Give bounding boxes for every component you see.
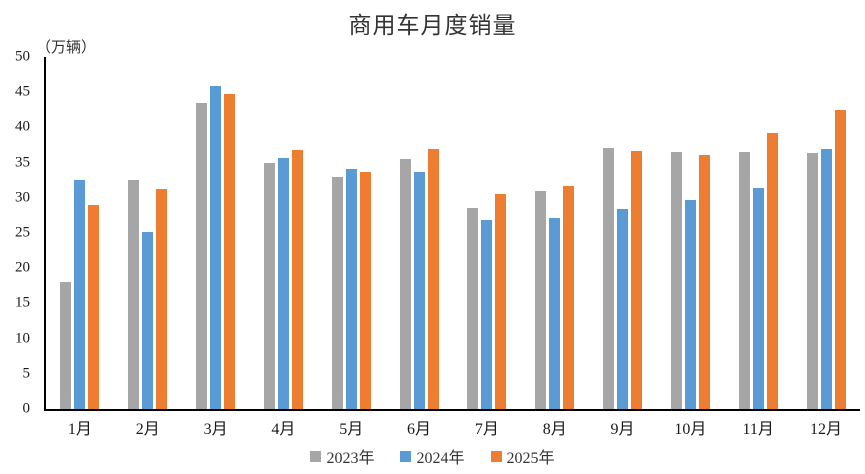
bar-2025年-6月 (427, 149, 439, 409)
bar-2025年-9月 (631, 150, 643, 409)
y-tick-label: 30 (15, 189, 30, 206)
bar-2024年-11月 (752, 187, 764, 409)
x-tick-label-12月: 12月 (810, 421, 843, 438)
x-tick-label-5月: 5月 (339, 421, 364, 438)
bar-group-4月 (249, 57, 317, 409)
legend-swatch-icon (400, 450, 412, 462)
plot-area (44, 57, 860, 411)
y-axis: 0 5 10 15 20 25 30 35 40 45 50 (0, 49, 36, 417)
bar-2023年-8月 (535, 190, 547, 409)
bar-group-10月 (656, 57, 724, 409)
bar-group-5月 (317, 57, 385, 409)
x-tick-label-4月: 4月 (271, 421, 296, 438)
bar-2023年-9月 (603, 147, 615, 409)
bar-2024年-6月 (413, 171, 425, 409)
x-axis: 1月 2月 3月 4月 5月 6月 7月 8月 9月 10月 11月 12月 (46, 415, 860, 438)
bar-2025年-12月 (834, 109, 846, 409)
bar-group-12月 (792, 57, 860, 409)
bar-2025年-4月 (291, 149, 303, 409)
bar-2025年-3月 (224, 94, 236, 409)
x-tick-label-3月: 3月 (203, 421, 228, 438)
bar-2024年-2月 (142, 232, 154, 409)
bar-group-11月 (724, 57, 792, 409)
bar-group-6月 (385, 57, 453, 409)
bar-2025年-8月 (563, 185, 575, 409)
bar-2023年-4月 (263, 163, 275, 409)
bar-2023年-12月 (806, 153, 818, 409)
bar-2024年-1月 (74, 180, 86, 409)
legend-swatch-icon (490, 450, 502, 462)
legend-item-2023年: 2023年 (310, 444, 374, 468)
bar-2024年-3月 (210, 85, 222, 409)
y-tick-label: 45 (15, 83, 30, 100)
legend-label: 2024年 (416, 450, 465, 467)
legend-label: 2023年 (326, 450, 375, 467)
bar-group-1月 (46, 57, 114, 409)
legend-label: 2025年 (506, 450, 555, 467)
legend: 2023年 2024年 2025年 (0, 444, 865, 468)
bar-2025年-7月 (495, 194, 507, 409)
y-tick-label: 5 (22, 365, 31, 382)
bar-2024年-12月 (820, 149, 832, 409)
bar-2023年-3月 (196, 102, 208, 409)
bar-2023年-1月 (60, 282, 72, 409)
y-axis-unit-label: （万辆） (36, 40, 97, 56)
bar-2024年-5月 (345, 168, 357, 409)
y-tick-label: 50 (15, 48, 30, 65)
bar-2025年-5月 (359, 172, 371, 409)
bar-2023年-7月 (467, 207, 479, 409)
x-tick-label-2月: 2月 (135, 421, 160, 438)
legend-swatch-icon (310, 450, 322, 462)
y-tick-label: 40 (15, 118, 30, 135)
bar-2025年-2月 (156, 188, 168, 409)
bar-2023年-6月 (399, 159, 411, 409)
bar-group-7月 (453, 57, 521, 409)
bar-2024年-10月 (684, 199, 696, 409)
bar-2023年-5月 (331, 176, 343, 409)
chart-title: 商用车月度销量 (348, 13, 517, 38)
bar-group-8月 (521, 57, 589, 409)
bar-2024年-9月 (617, 209, 629, 409)
bar-group-3月 (182, 57, 250, 409)
y-tick-label: 10 (15, 330, 30, 347)
bar-2024年-8月 (549, 217, 561, 409)
bar-2025年-11月 (766, 133, 778, 409)
x-tick-label-7月: 7月 (474, 421, 499, 438)
x-tick-label-11月: 11月 (742, 421, 774, 438)
x-tick-label-10月: 10月 (674, 421, 707, 438)
bar-group-2月 (114, 57, 182, 409)
legend-item-2025年: 2025年 (490, 444, 555, 468)
x-tick-label-1月: 1月 (67, 421, 92, 438)
y-tick-label: 15 (15, 294, 30, 311)
bar-2023年-11月 (738, 152, 750, 409)
legend-item-2024年: 2024年 (400, 444, 465, 468)
y-tick-label: 20 (15, 259, 30, 276)
bar-group-9月 (589, 57, 657, 409)
x-tick-label-9月: 9月 (610, 421, 635, 438)
x-tick-label-6月: 6月 (407, 421, 432, 438)
bar-2023年-2月 (128, 180, 140, 409)
bar-2025年-10月 (698, 154, 710, 409)
y-tick-label: 0 (22, 400, 31, 417)
y-tick-label: 25 (15, 224, 30, 241)
bar-2023年-10月 (670, 152, 682, 409)
bar-2024年-4月 (277, 157, 289, 409)
y-tick-label: 35 (15, 154, 30, 171)
x-tick-label-8月: 8月 (542, 421, 567, 438)
bar-2024年-7月 (481, 220, 493, 409)
bar-2025年-1月 (88, 204, 100, 409)
